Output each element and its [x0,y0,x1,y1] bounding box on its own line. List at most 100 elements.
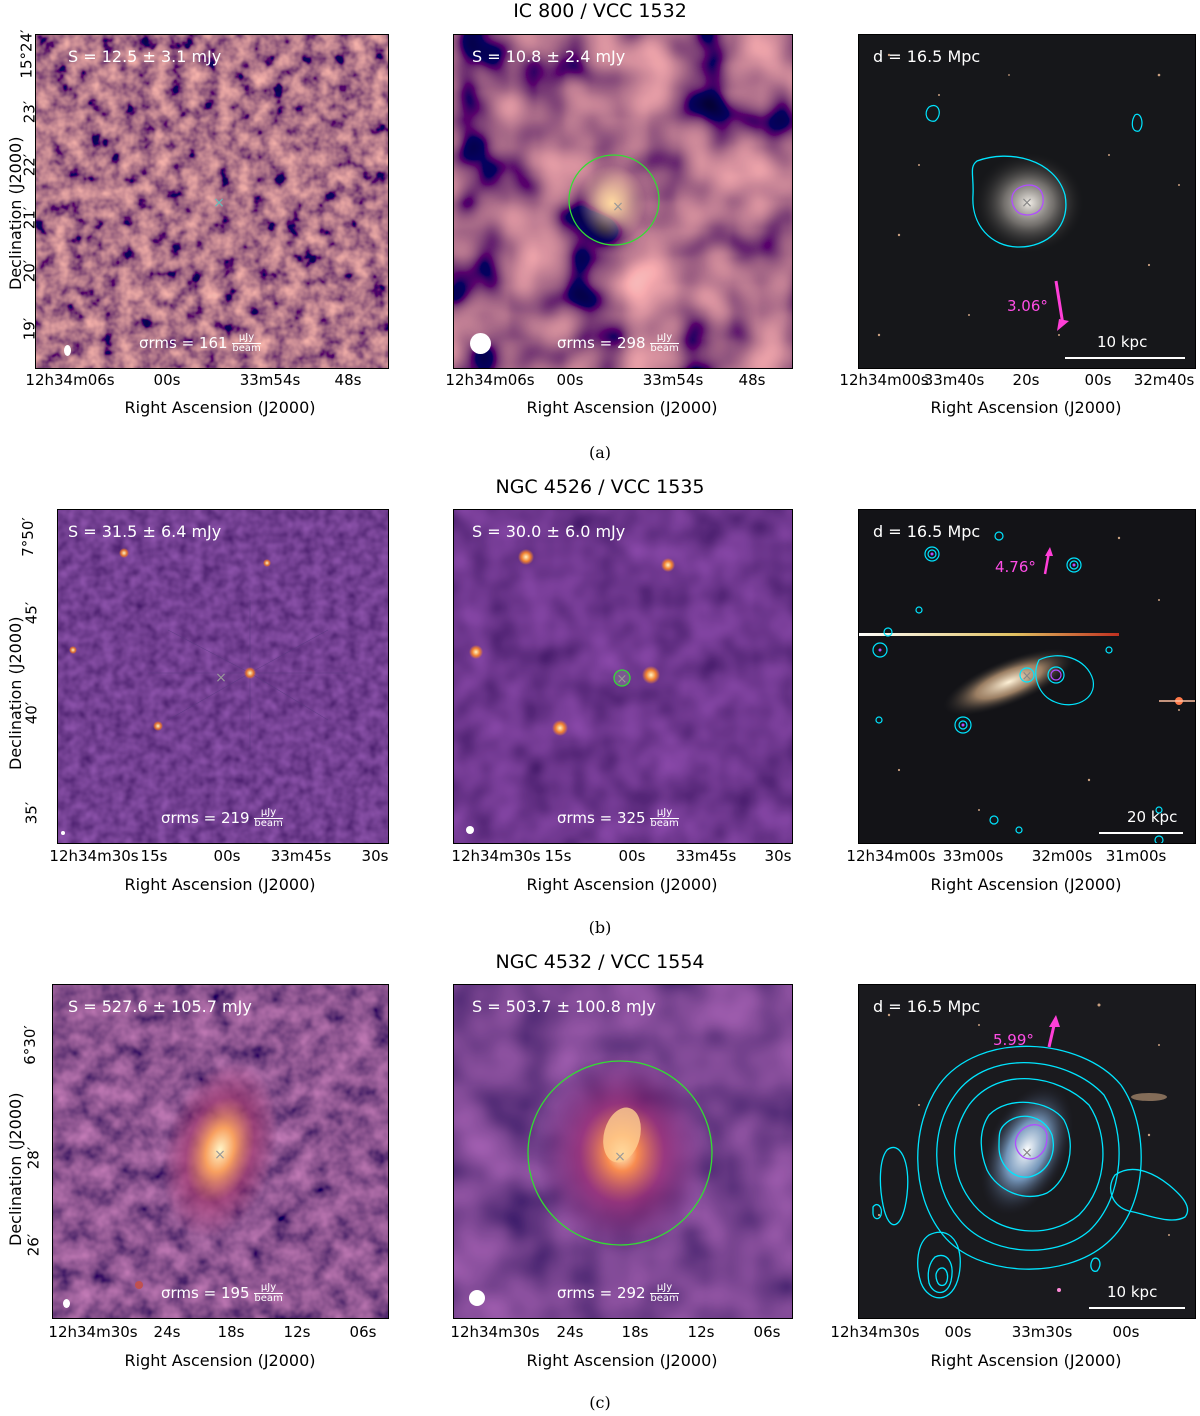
rms-label: σrms = 298 μJy beam [557,332,679,354]
svg-text:×: × [213,195,225,211]
scale-bar [1065,357,1185,359]
x-tick: 00s [153,371,181,389]
caption-a: (a) [588,443,612,462]
x-tick: 33m45s [675,847,737,865]
radio-map-image: × [454,35,792,368]
scale-bar [1099,832,1183,834]
svg-text:×: × [1021,195,1033,211]
x-tick: 12h34m06s [25,371,115,389]
row-title: IC 800 / VCC 1532 [513,0,687,22]
radio-map-image: × [58,510,388,843]
x-axis-label: Right Ascension (J2000) [526,1351,718,1370]
y-tick: 21′ [20,206,39,230]
flux-label: S = 527.6 ± 105.7 mJy [68,997,252,1016]
x-axis-label: Right Ascension (J2000) [124,1351,316,1370]
x-tick: 12h34m30s [830,1323,920,1341]
y-tick: 15°24′ [17,29,36,79]
x-tick: 48s [334,371,362,389]
x-tick: 06s [349,1323,377,1341]
svg-text:×: × [215,670,227,686]
y-tick: 19′ [20,317,39,341]
svg-text:×: × [617,672,628,687]
x-tick: 00s [1084,371,1112,389]
radio-map-lowres-a[interactable]: × S = 10.8 ± 2.4 mJy σrms = 298 μJy beam [453,34,793,369]
flux-label: S = 31.5 ± 6.4 mJy [68,522,222,541]
y-axis-label: Declination (J2000) [6,1092,25,1246]
y-tick: 22′ [20,153,39,177]
x-tick: 15s [544,847,572,865]
x-tick: 30s [361,847,389,865]
arrow-angle-label: 5.99° [993,1031,1034,1049]
y-tick: 35′ [22,801,41,825]
rms-label: σrms = 219 μJy beam [161,807,283,829]
y-tick: 23′ [20,100,39,124]
caption-c: (c) [589,1393,611,1412]
x-tick: 33m00s [942,847,1004,865]
x-tick: 12h34m06s [445,371,535,389]
x-tick: 15s [140,847,168,865]
x-tick: 18s [621,1323,649,1341]
arrow-angle-label: 3.06° [1007,297,1048,315]
x-tick: 12s [283,1323,311,1341]
x-tick: 33m30s [1011,1323,1073,1341]
optical-overlay-c[interactable]: × d = 16.5 Mpc 5.99° 10 kpc [858,984,1196,1319]
x-axis-label: Right Ascension (J2000) [930,1351,1122,1370]
distance-label: d = 16.5 Mpc [873,997,981,1016]
beam-ellipse [466,826,474,834]
rms-label: σrms = 292 μJy beam [557,1282,679,1304]
rms-label: σrms = 195 μJy beam [161,1282,283,1304]
scale-bar-label: 10 kpc [1097,333,1148,351]
x-tick: 00s [1112,1323,1140,1341]
caption-b: (b) [588,918,612,937]
x-tick: 12h34m30s [49,847,139,865]
y-tick: 7°50′ [18,517,37,557]
radio-map-lowres-b[interactable]: × S = 30.0 ± 6.0 mJy σrms = 325 μJy beam [453,509,793,844]
x-tick: 12h34m30s [451,847,541,865]
x-axis-label: Right Ascension (J2000) [124,875,316,894]
beam-ellipse [63,1299,70,1308]
x-tick: 12h34m30s [48,1323,138,1341]
x-tick: 31m00s [1105,847,1167,865]
svg-text:×: × [1021,1145,1033,1161]
flux-label: S = 30.0 ± 6.0 mJy [472,522,626,541]
radio-map-lowres-c[interactable]: × S = 503.7 ± 100.8 mJy σrms = 292 μJy be… [453,984,793,1319]
x-tick: 24s [153,1323,181,1341]
x-tick: 12h34m30s [450,1323,540,1341]
scale-bar-label: 20 kpc [1127,808,1178,826]
x-axis-label: Right Ascension (J2000) [930,398,1122,417]
radio-map-highres-c[interactable]: × S = 527.6 ± 105.7 mJy σrms = 195 μJy be… [52,984,389,1319]
distance-label: d = 16.5 Mpc [873,522,981,541]
row-title: NGC 4532 / VCC 1554 [495,951,705,973]
x-axis-label: Right Ascension (J2000) [124,398,316,417]
x-tick: 20s [1012,371,1040,389]
x-tick: 24s [556,1323,584,1341]
beam-ellipse [470,333,491,354]
x-tick: 12h34m00s [846,847,936,865]
row-title: NGC 4526 / VCC 1535 [495,476,705,498]
x-tick: 00s [944,1323,972,1341]
flux-label: S = 10.8 ± 2.4 mJy [472,47,626,66]
optical-overlay-b[interactable]: × d = 16.5 Mpc 4.76° 20 kpc [858,509,1196,844]
optical-overlay-a[interactable]: × d = 16.5 Mpc 3.06° 10 kpc [858,34,1196,369]
x-tick: 33m54s [239,371,301,389]
y-tick: 6°30′ [20,1025,39,1065]
x-axis-label: Right Ascension (J2000) [526,875,718,894]
svg-text:×: × [612,199,624,215]
y-tick: 40′ [22,701,41,725]
optical-image: × [859,35,1195,368]
rms-label: σrms = 325 μJy beam [557,807,679,829]
x-tick: 00s [213,847,241,865]
radio-map-image: × [454,510,792,843]
radio-map-image: × [53,985,388,1318]
y-tick: 45′ [22,601,41,625]
radio-map-highres-a[interactable]: × S = 12.5 ± 3.1 mJy σrms = 161 μJy beam [35,34,389,369]
x-tick: 30s [764,847,792,865]
x-tick: 06s [753,1323,781,1341]
svg-text:×: × [214,1147,226,1163]
radio-map-highres-b[interactable]: × S = 31.5 ± 6.4 mJy σrms = 219 μJy beam [57,509,389,844]
x-tick: 33m40s [923,371,985,389]
x-tick: 18s [217,1323,245,1341]
beam-ellipse [469,1290,485,1306]
svg-text:×: × [614,1149,626,1165]
flux-label: S = 503.7 ± 100.8 mJy [472,997,656,1016]
